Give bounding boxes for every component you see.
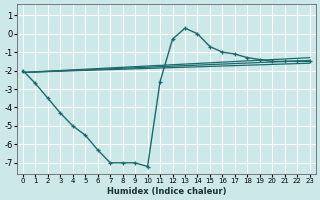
X-axis label: Humidex (Indice chaleur): Humidex (Indice chaleur) <box>107 187 226 196</box>
